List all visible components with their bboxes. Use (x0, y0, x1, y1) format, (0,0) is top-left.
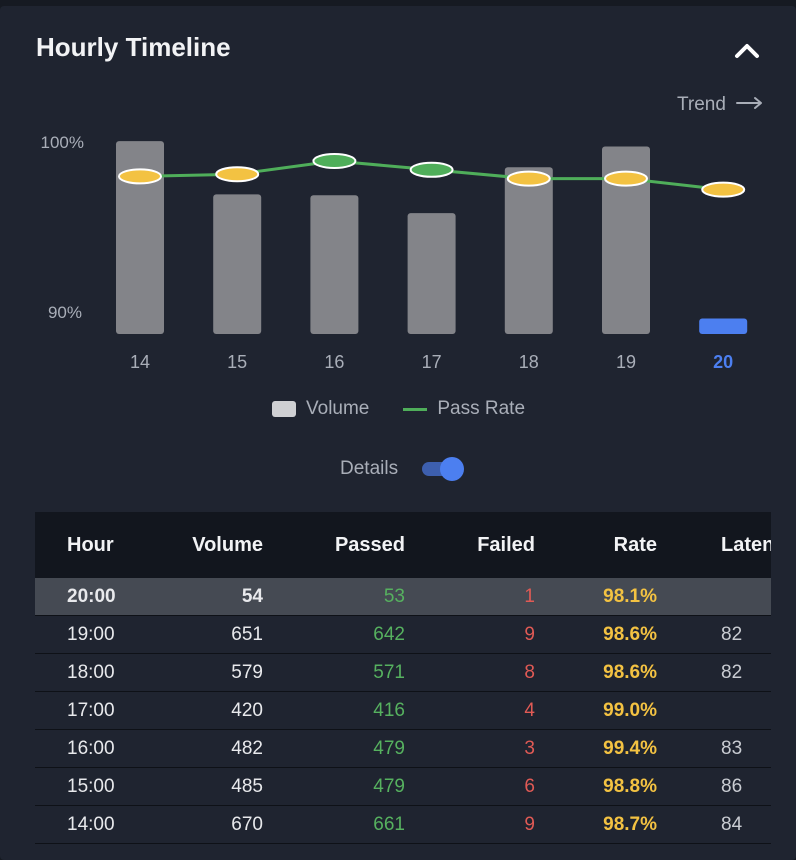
chevron-up-icon[interactable] (730, 34, 764, 68)
cell-hour: 14:00 (67, 813, 115, 835)
details-toggle[interactable] (422, 457, 465, 481)
legend-swatch-volume (272, 401, 296, 417)
volume-bar-19[interactable] (602, 146, 650, 334)
cell-passed: 416 (373, 699, 405, 721)
cell-hour: 16:00 (67, 737, 115, 759)
cell-rate: 99.0% (603, 699, 657, 721)
cell-latency: 86 (721, 775, 743, 797)
volume-bar-16[interactable] (310, 195, 359, 334)
table-body: 20:00 54 53 1 98.1% 19:00 651 642 9 98.6% 82 18:00 5… (35, 578, 771, 844)
chart-legend: Volume Pass Rate (272, 398, 525, 420)
hourly-table: Hour Volume Passed Failed Rate Latency 2… (35, 512, 771, 846)
cell-failed: 9 (524, 623, 535, 645)
cell-passed: 479 (373, 737, 405, 759)
cell-failed: 4 (524, 699, 535, 721)
table-row[interactable]: 17:00 420 416 4 99.0% (35, 692, 771, 730)
details-toggle-row: Details (340, 457, 465, 481)
volume-bar-15[interactable] (213, 194, 262, 334)
x-tick-label-15: 15 (227, 352, 247, 372)
cell-volume: 485 (231, 775, 263, 797)
cell-rate: 98.1% (603, 585, 657, 607)
cell-latency: 84 (721, 813, 743, 835)
table-row[interactable]: 16:00 482 479 3 99.4% 83 (35, 730, 771, 768)
column-header-volume[interactable]: Volume (192, 533, 263, 556)
column-header-latency[interactable]: Latency (721, 533, 771, 556)
cell-latency: 82 (721, 661, 743, 683)
cell-passed: 479 (373, 775, 405, 797)
hourly-timeline-panel: Hourly Timeline Trend 100% 90% 14 15 16 17 1… (0, 6, 796, 860)
pass-rate-point-17[interactable] (409, 161, 454, 178)
table-row[interactable]: 18:00 579 571 8 98.6% 82 (35, 654, 771, 692)
cell-rate: 98.6% (603, 623, 657, 645)
column-header-passed[interactable]: Passed (334, 533, 405, 556)
x-tick-label-18: 18 (519, 352, 539, 372)
cell-volume: 670 (231, 813, 263, 835)
cell-failed: 6 (524, 775, 535, 797)
hourly-chart: 100% 90% 14 15 16 17 18 19 20 (41, 133, 748, 372)
cell-volume: 579 (231, 661, 263, 683)
cell-failed: 3 (524, 737, 535, 759)
x-tick-label-16: 16 (324, 352, 344, 372)
table-row[interactable]: 19:00 651 642 9 98.6% 82 (35, 616, 771, 654)
cell-volume: 651 (231, 623, 263, 645)
legend-label-volume: Volume (306, 398, 370, 419)
cell-volume: 54 (241, 585, 263, 607)
arrow-right-icon (735, 94, 764, 116)
cell-hour: 17:00 (67, 699, 115, 721)
cell-hour: 20:00 (67, 585, 116, 607)
y-tick-label-top: 100% (41, 133, 84, 152)
cell-rate: 98.6% (603, 661, 657, 683)
cell-passed: 571 (373, 661, 405, 683)
x-tick-label-19: 19 (616, 352, 636, 372)
trend-link[interactable]: Trend (677, 94, 764, 116)
cell-failed: 8 (524, 661, 535, 683)
pass-rate-point-20[interactable] (701, 181, 746, 198)
pass-rate-point-19[interactable] (604, 170, 648, 187)
cell-volume: 420 (231, 699, 263, 721)
pass-rate-point-14[interactable] (118, 168, 162, 185)
legend-swatch-pass-rate (403, 407, 428, 411)
table-row[interactable]: 20:00 54 53 1 98.1% (35, 578, 771, 616)
x-tick-label-14: 14 (130, 352, 150, 372)
y-tick-label-bottom: 90% (48, 303, 82, 322)
pass-rate-point-18[interactable] (506, 170, 551, 187)
x-tick-label-17: 17 (422, 352, 442, 372)
pass-rate-point-15[interactable] (215, 166, 260, 183)
table-row[interactable]: 14:00 670 661 9 98.7% 84 (35, 806, 771, 844)
table-row[interactable]: 15:00 485 479 6 98.8% 86 (35, 768, 771, 806)
cell-passed: 661 (373, 813, 405, 835)
details-label: Details (340, 458, 399, 479)
cell-rate: 98.8% (603, 775, 657, 797)
volume-bar-18[interactable] (504, 167, 553, 334)
cell-rate: 99.4% (603, 737, 657, 759)
cell-passed: 642 (373, 623, 405, 645)
table-header: Hour Volume Passed Failed Rate Latency (35, 512, 771, 578)
cell-hour: 19:00 (67, 623, 115, 645)
volume-bar-14[interactable] (116, 141, 164, 334)
volume-bar-17[interactable] (407, 213, 456, 334)
cell-latency: 83 (721, 737, 743, 759)
column-header-rate[interactable]: Rate (613, 533, 657, 556)
cell-hour: 15:00 (67, 775, 115, 797)
legend-label-pass-rate: Pass Rate (437, 398, 526, 419)
cell-passed: 53 (383, 585, 405, 607)
cell-hour: 18:00 (67, 661, 115, 683)
column-header-hour[interactable]: Hour (67, 533, 114, 556)
cell-rate: 98.7% (603, 813, 657, 835)
cell-volume: 482 (231, 737, 263, 759)
x-tick-label-20: 20 (713, 352, 733, 372)
column-header-failed[interactable]: Failed (477, 533, 535, 556)
cell-latency: 82 (721, 623, 743, 645)
cell-failed: 1 (524, 585, 535, 607)
cell-failed: 9 (524, 813, 535, 835)
volume-bar-20[interactable] (699, 318, 748, 334)
toggle-knob (440, 457, 465, 481)
trend-label: Trend (677, 94, 726, 115)
pass-rate-point-16[interactable] (312, 153, 357, 169)
panel-title: Hourly Timeline (36, 32, 231, 62)
